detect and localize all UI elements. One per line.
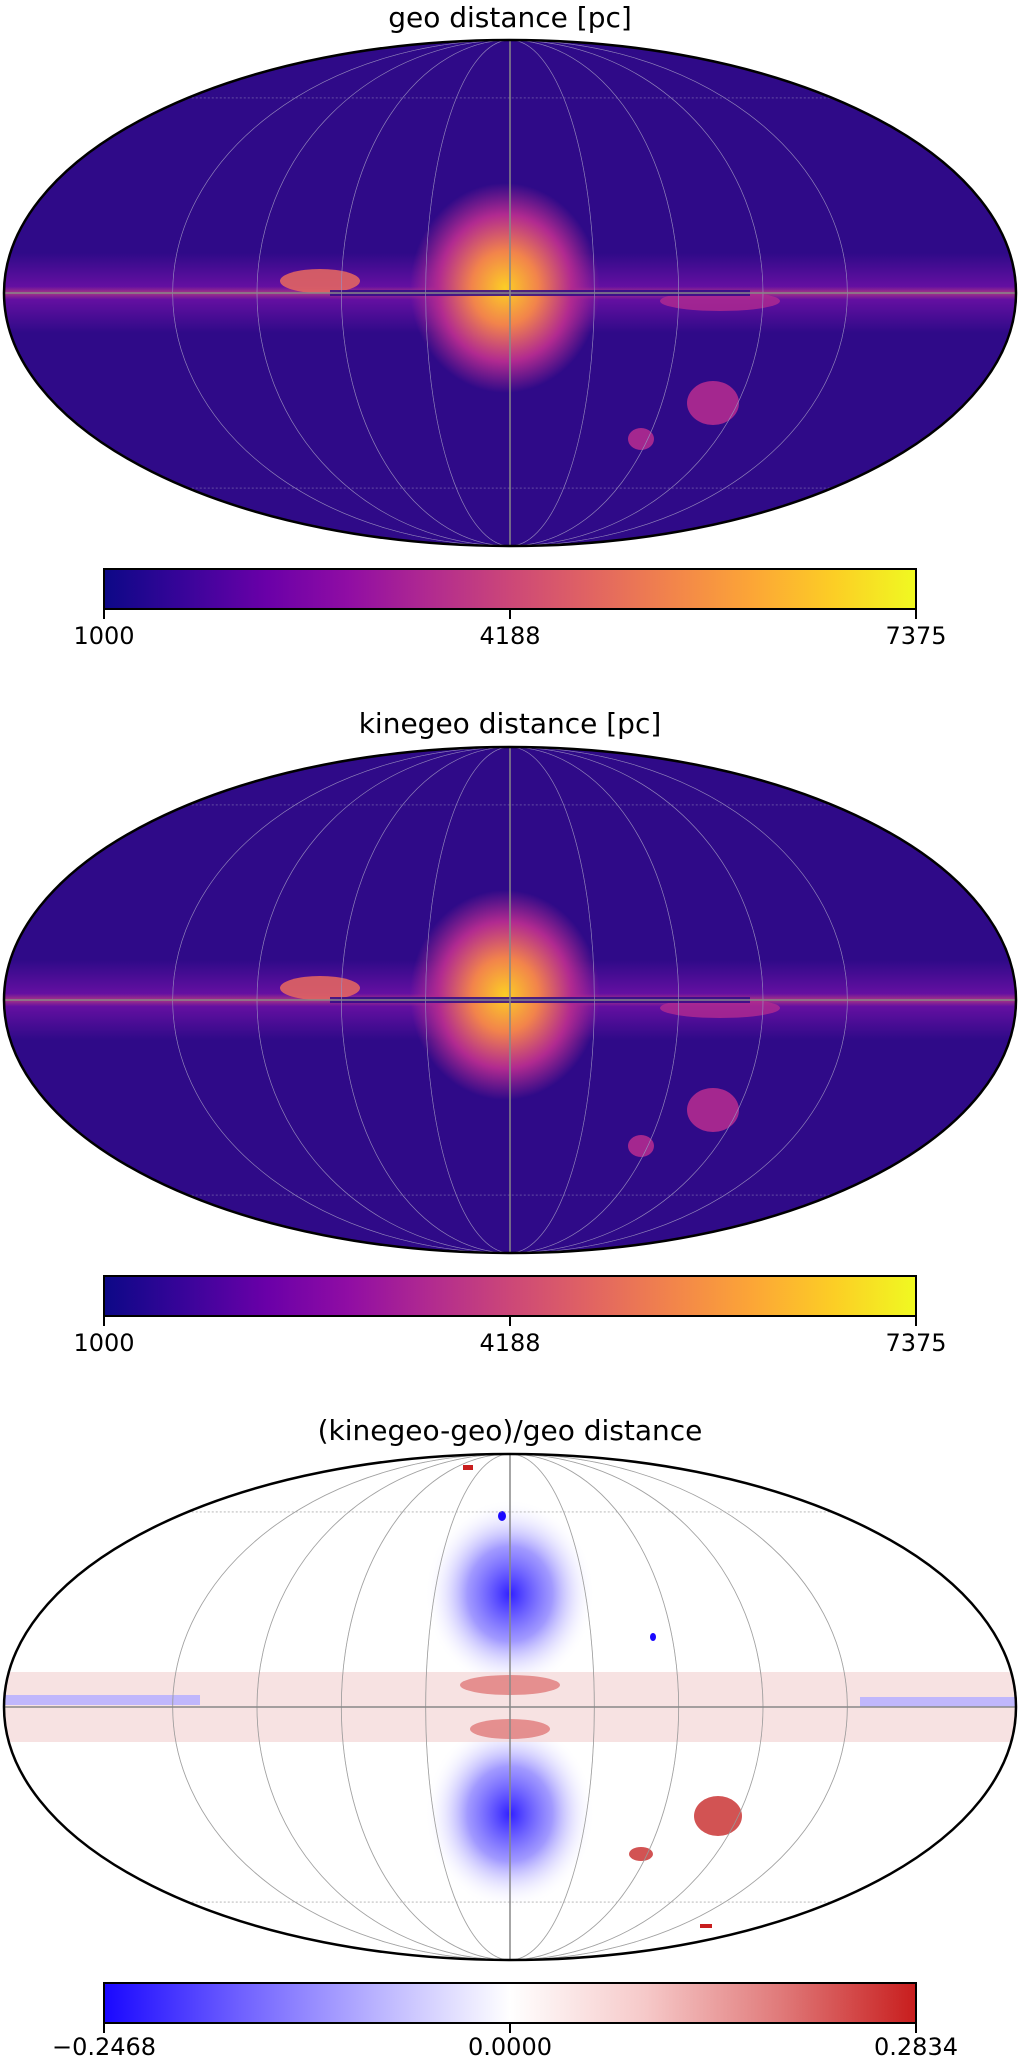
map-outline (2, 745, 1018, 1255)
colorbar-tick (509, 2024, 511, 2033)
sky-map-kinegeo (2, 745, 1018, 1255)
colorbar-tick (915, 1317, 917, 1326)
chart-title: (kinegeo-geo)/geo distance (317, 1414, 703, 1447)
colorbar-tick (509, 610, 511, 619)
red-spot (463, 1465, 473, 1470)
colorbar-tick (915, 610, 917, 619)
colorbar-tick-label: 0.2834 (874, 2033, 958, 2061)
bright-patch (280, 269, 360, 293)
lmc-blob (687, 1088, 739, 1132)
central-bulge (410, 890, 600, 1100)
chart-title: geo distance [pc] (388, 1, 632, 34)
colorbar-tick-label: 7375 (885, 1329, 947, 1357)
colorbar (103, 1275, 917, 1317)
smc-blob (629, 1847, 653, 1861)
colorbar-tick (103, 2024, 105, 2033)
map-outline (2, 1452, 1018, 1962)
colorbar-tick (103, 1317, 105, 1326)
lmc-blob (694, 1796, 742, 1836)
colorbar-tick-label: −0.2468 (51, 2033, 157, 2061)
colorbar-tick-label: 1000 (73, 1329, 135, 1357)
sky-map-geo (2, 38, 1018, 548)
colorbar-tick (103, 610, 105, 619)
colorbar-tick-label: 4188 (479, 622, 541, 650)
colorbar-tick-label: 4188 (479, 1329, 541, 1357)
smc-blob (628, 1135, 654, 1157)
blue-strip (4, 1695, 200, 1705)
colorbar-tick-label: 7375 (885, 622, 947, 650)
colorbar (103, 1982, 917, 2024)
map-outline (2, 38, 1018, 548)
lmc-blob (687, 381, 739, 425)
blue-spot (498, 1511, 506, 1521)
blue-spot (650, 1633, 656, 1641)
red-spot (700, 1924, 712, 1928)
colorbar (103, 568, 917, 610)
colorbar-tick-label: 1000 (73, 622, 135, 650)
smc-blob (628, 428, 654, 450)
central-bulge (410, 183, 600, 393)
blue-strip (860, 1697, 1016, 1707)
colorbar-tick-label: 0.0000 (468, 2033, 552, 2061)
chart-title: kinegeo distance [pc] (358, 707, 662, 740)
bright-patch (280, 976, 360, 1000)
colorbar-tick (915, 2024, 917, 2033)
sky-map-difference (2, 1452, 1018, 1962)
colorbar-tick (509, 1317, 511, 1326)
